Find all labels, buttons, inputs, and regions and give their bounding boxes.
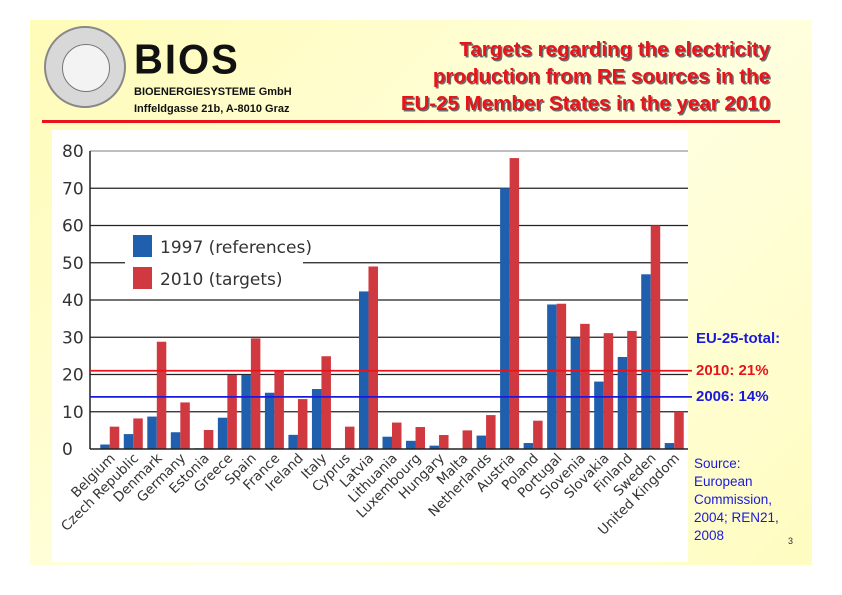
title-line: EU-25 Member States in the year 2010 [400,92,770,115]
bar-1997 [264,392,275,449]
source-line: Source: [694,456,741,471]
y-tick-label: 70 [62,179,84,199]
company-name: BIOENERGIESYSTEME GmbH [134,86,292,98]
bar-1997 [406,440,416,449]
bar-1997 [170,432,181,449]
bar-1997 [570,337,581,449]
bar-2010 [321,356,331,449]
y-tick-label: 30 [62,328,84,348]
bar-1997 [241,374,251,449]
eu-2006-label: 2006: 14% [696,388,769,405]
bar-2010 [133,418,143,449]
page-number: 3 [788,536,794,546]
bar-1997 [100,444,110,449]
bar-2010 [580,323,590,449]
source-note: Source: European Commission, 2004; REN21… [694,455,804,545]
bar-2010 [603,333,614,449]
bar-2010 [274,370,284,449]
legend-label: 2010 (targets) [160,270,282,290]
bar-1997 [594,381,604,449]
source-line: 2004; REN21, [694,510,779,525]
bar-1997 [288,434,298,449]
bar-2010 [462,430,473,449]
bar-1997 [617,356,628,449]
bar-2010 [533,420,543,449]
legend-swatch [133,267,152,289]
slide-title: Targets regarding the electricity produc… [310,36,770,117]
bar-1997 [217,417,228,449]
bar-2010 [344,426,355,449]
eu-2010-label: 2010: 21% [696,362,769,379]
bar-1997 [429,445,440,449]
bar-1997 [476,435,487,449]
bar-1997 [641,274,651,449]
company-address: Inffeldgasse 21b, A-8010 Graz [134,103,290,115]
y-tick-label: 10 [62,403,84,423]
source-line: European [694,474,753,489]
bar-2010 [297,399,308,449]
legend-swatch [133,235,152,257]
y-tick-label: 0 [62,440,73,460]
title-line: production from RE sources in the [432,65,770,88]
bar-2010 [486,415,496,449]
bar-1997 [523,443,534,449]
bar-1997 [664,443,675,449]
bar-2010 [415,427,426,449]
bar-2010 [556,303,567,449]
bios-logo: BIOS [134,36,240,84]
legend-label: 1997 (references) [160,238,312,258]
y-tick-label: 40 [62,291,84,311]
source-line: Commission, [694,492,773,507]
bar-2010 [109,426,120,449]
bar-2010 [509,158,520,449]
legend-box [125,228,303,294]
bar-2010 [627,330,637,449]
bar-2010 [392,422,402,449]
eu-total-label: EU-25-total: [696,330,781,347]
bar-2010 [180,402,190,449]
source-line: 2008 [694,528,725,543]
bar-2010 [227,374,237,449]
bar-2010 [439,435,449,449]
y-tick-label: 80 [62,142,84,162]
bar-1997 [147,416,157,449]
bar-2010 [368,266,378,449]
bar-1997 [500,188,510,449]
bar-2010 [203,430,214,449]
y-tick-label: 20 [62,366,84,386]
sustainable-economy-logo [44,26,126,108]
y-tick-label: 60 [62,217,84,237]
bar-1997 [382,436,392,449]
bar-1997 [123,434,134,449]
bar-2010 [250,338,261,449]
title-divider [42,120,780,123]
company-info: BIOENERGIESYSTEME GmbH Inffeldgasse 21b,… [134,84,292,118]
bar-1997 [311,389,322,449]
bar-2010 [674,411,684,449]
title-line: Targets regarding the electricity [459,38,770,61]
bar-2010 [650,225,661,449]
y-tick-label: 50 [62,254,84,274]
bar-2010 [156,341,167,449]
bar-1997 [547,304,557,449]
